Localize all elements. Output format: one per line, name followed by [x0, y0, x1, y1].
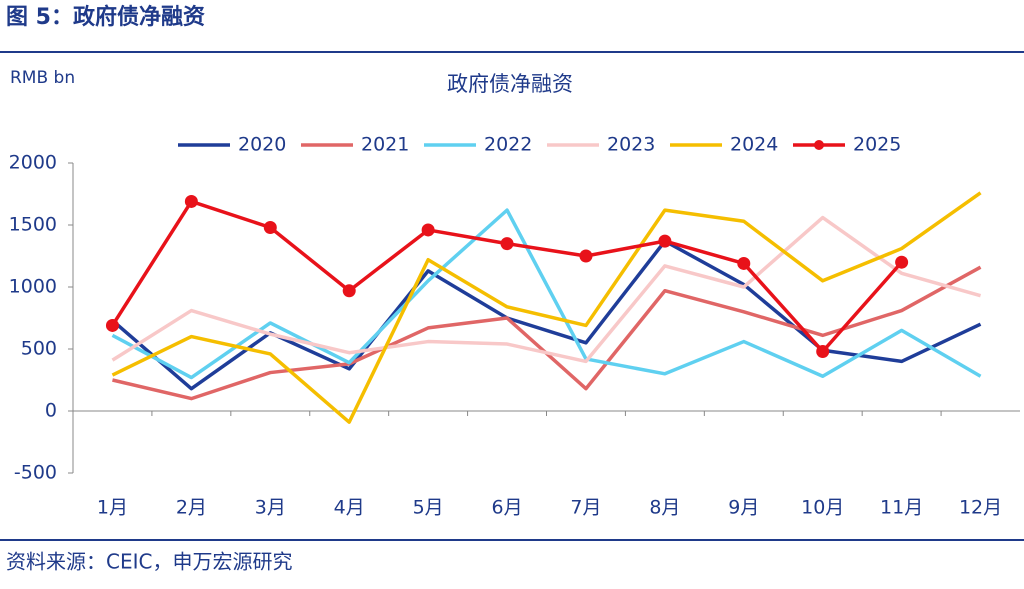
chart-title: 政府债净融资 — [447, 72, 573, 96]
x-tick-label: 3月 — [255, 497, 286, 519]
figure-title: 图 5：政府债净融资 — [6, 4, 205, 30]
y-tick-label: 0 — [45, 400, 57, 422]
source-note: 资料来源：CEIC，申万宏源研究 — [6, 550, 292, 574]
legend-label: 2023 — [607, 134, 655, 156]
point-marker — [105, 318, 119, 332]
x-tick-label: 9月 — [728, 497, 759, 519]
legend-label: 2025 — [853, 134, 901, 156]
x-tick-label: 1月 — [97, 497, 128, 519]
x-tick-label: 2月 — [176, 497, 207, 519]
point-marker — [263, 220, 277, 234]
point-marker — [184, 194, 198, 208]
point-marker — [658, 234, 672, 248]
point-marker — [816, 344, 830, 358]
x-tick-label: 5月 — [413, 497, 444, 519]
legend-label: 2021 — [361, 134, 409, 156]
x-tick-label: 7月 — [570, 497, 601, 519]
y-tick-label: 1500 — [9, 214, 57, 236]
x-tick-label: 10月 — [801, 497, 844, 519]
series-line — [111, 191, 982, 424]
x-tick-label: 6月 — [491, 497, 522, 519]
point-marker — [500, 237, 514, 251]
y-axis-label: RMB bn — [10, 68, 75, 88]
point-marker — [342, 284, 356, 298]
y-tick-label: 2000 — [9, 152, 57, 174]
y-tick-label: 500 — [21, 338, 57, 360]
legend-label: 2024 — [730, 134, 778, 156]
y-tick-label: 1000 — [9, 276, 57, 298]
series-line — [111, 208, 982, 380]
point-marker — [737, 256, 751, 270]
x-tick-label: 12月 — [959, 497, 1002, 519]
x-tick-label: 8月 — [649, 497, 680, 519]
point-marker — [421, 223, 435, 237]
legend-marker — [814, 140, 824, 150]
x-tick-label: 11月 — [880, 497, 923, 519]
legend-label: 2022 — [484, 134, 532, 156]
series-line — [111, 215, 982, 364]
x-tick-label: 4月 — [334, 497, 365, 519]
point-marker — [579, 249, 593, 263]
y-tick-label: -500 — [14, 462, 57, 484]
series-line — [111, 239, 982, 391]
legend-label: 2020 — [238, 134, 286, 156]
point-marker — [895, 255, 909, 269]
series-line — [110, 199, 903, 354]
